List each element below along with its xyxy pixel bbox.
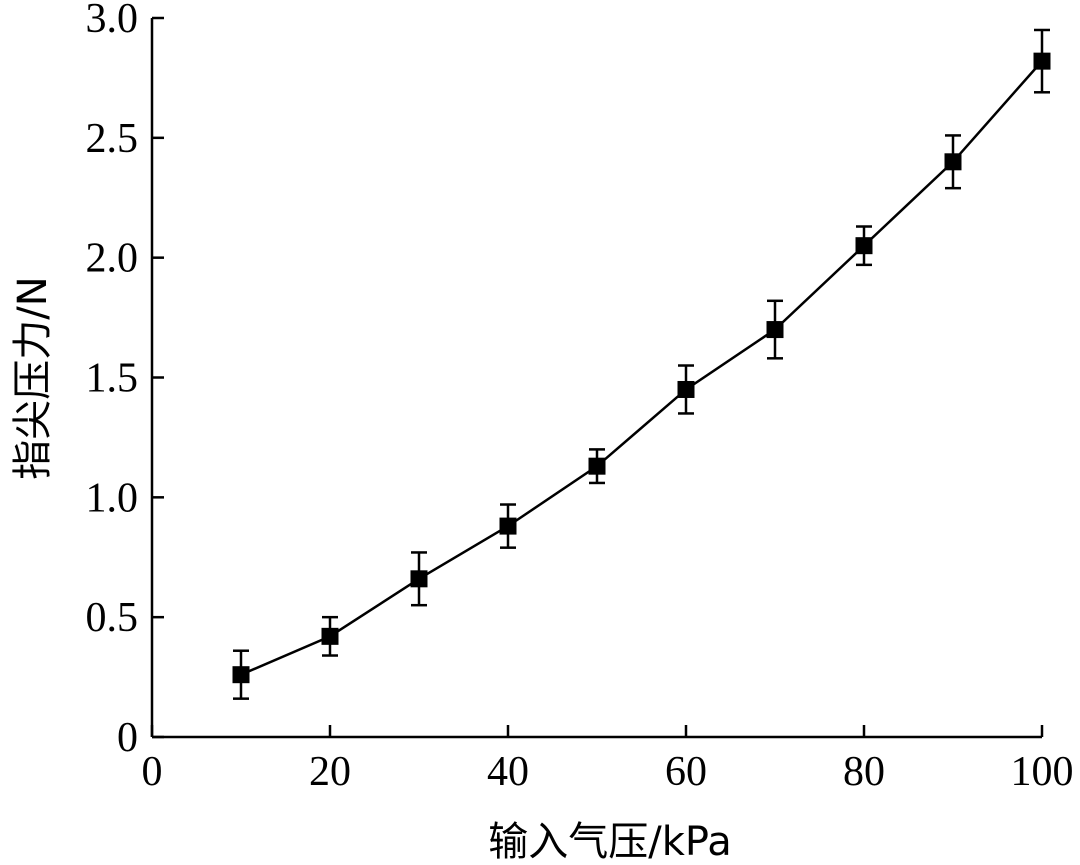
x-tick-label: 100 <box>1011 749 1074 795</box>
data-point-marker <box>232 666 250 684</box>
axes: 0 0.5 1.0 1.5 2.0 2.5 3.0 0 20 40 60 80 100 <box>86 0 1074 795</box>
x-tick-label: 20 <box>309 749 351 795</box>
y-tick-label: 0 <box>117 715 138 761</box>
y-tick-label: 3.0 <box>86 0 139 42</box>
y-tick-label: 0.5 <box>86 595 139 641</box>
x-axis-title: 输入气压/kPa <box>488 819 731 865</box>
y-tick-label: 2.0 <box>86 236 139 282</box>
data-series <box>232 28 1051 700</box>
data-point-marker <box>1033 52 1051 70</box>
data-point-marker <box>410 570 428 588</box>
data-point-marker <box>766 321 784 339</box>
data-point-marker <box>499 517 517 535</box>
data-point-marker <box>944 153 962 171</box>
x-tick-label: 80 <box>843 749 885 795</box>
series-line <box>240 60 1043 676</box>
data-point-marker <box>588 457 606 475</box>
x-tick-label: 0 <box>142 749 163 795</box>
x-tick-label: 40 <box>487 749 529 795</box>
data-point-marker <box>677 380 695 398</box>
y-axis-title: 指尖压力/N <box>10 276 56 479</box>
data-point-marker <box>321 627 339 645</box>
data-point-marker <box>855 237 873 255</box>
y-tick-label: 2.5 <box>86 116 139 162</box>
x-tick-label: 60 <box>665 749 707 795</box>
y-tick-label: 1.5 <box>86 356 139 402</box>
y-tick-label: 1.0 <box>86 475 139 521</box>
